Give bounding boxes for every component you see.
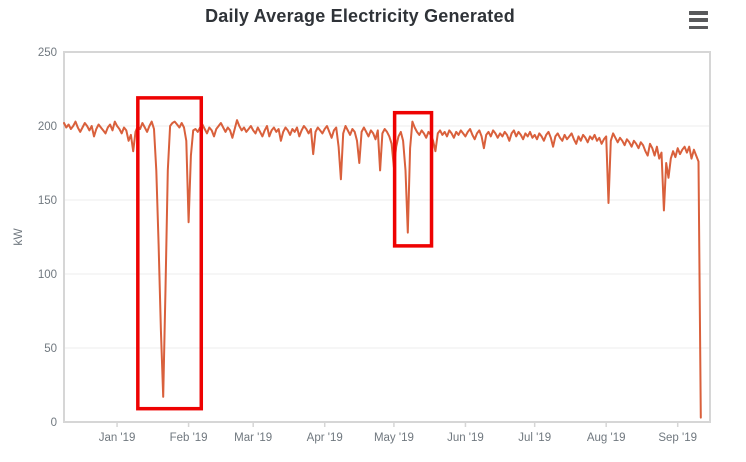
x-tick-label: Aug '19 (587, 432, 626, 444)
x-tick-label: May '19 (374, 432, 414, 444)
y-tick-label: 50 (44, 343, 57, 355)
hamburger-menu-icon[interactable] (688, 10, 710, 30)
menu-bar (689, 18, 708, 22)
y-tick-label: 250 (38, 47, 57, 59)
menu-bar (689, 11, 708, 15)
y-tick-label: 100 (38, 269, 57, 281)
x-tick-label: Jan '19 (99, 432, 136, 444)
annotation-rect (136, 96, 204, 411)
y-tick-label: 150 (38, 195, 57, 207)
y-tick-label: 0 (51, 417, 57, 429)
y-axis-title: kW (11, 228, 25, 246)
annotation-rect (392, 110, 434, 248)
y-tick-label: 200 (38, 121, 57, 133)
x-tick-label: Feb '19 (170, 432, 208, 444)
plot-border (63, 51, 711, 423)
menu-bar (689, 25, 708, 29)
x-tick-label: Apr '19 (307, 432, 343, 444)
x-tick-label: Mar '19 (234, 432, 272, 444)
series-line (63, 119, 702, 419)
x-tick-label: Sep '19 (658, 432, 697, 444)
x-tick-label: Jun '19 (447, 432, 484, 444)
x-tick-label: Jul '19 (518, 432, 551, 444)
chart-title: Daily Average Electricity Generated (205, 6, 515, 26)
